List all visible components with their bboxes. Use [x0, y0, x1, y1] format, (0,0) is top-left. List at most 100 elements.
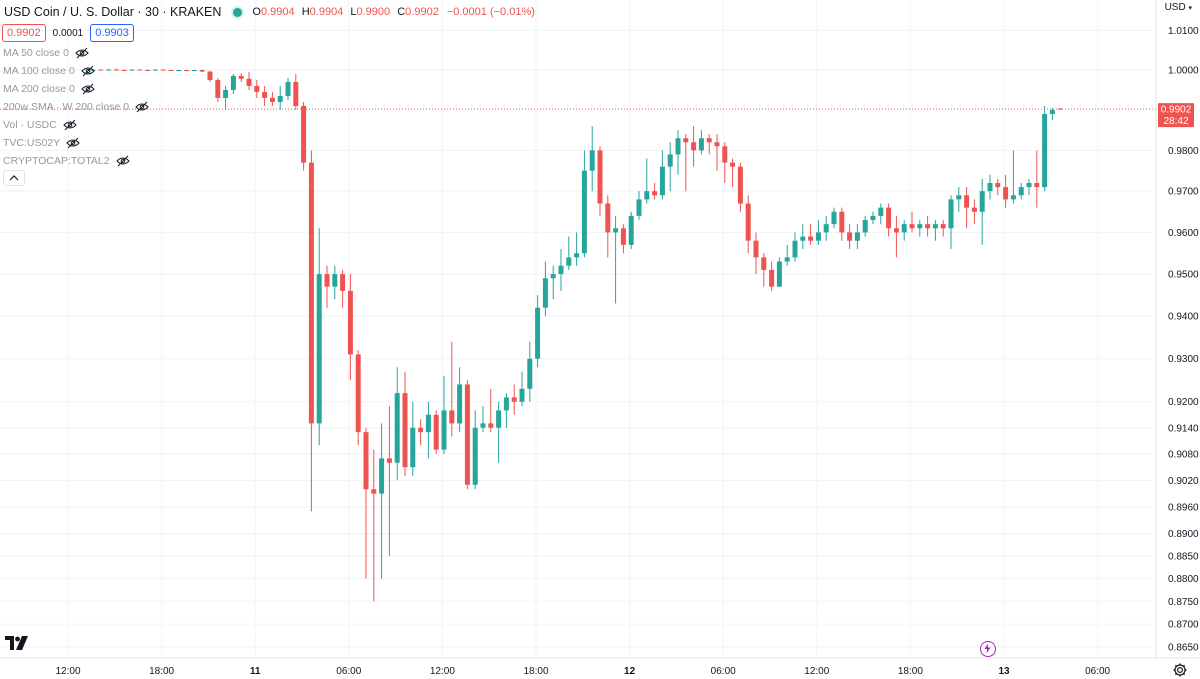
hidden-eye-icon[interactable] — [81, 83, 95, 95]
candle-body — [714, 142, 720, 147]
candle — [823, 215, 829, 241]
candle — [652, 182, 658, 200]
hidden-eye-icon[interactable] — [135, 101, 149, 113]
candle-body — [106, 69, 112, 71]
candle — [301, 101, 307, 171]
price-tick-label: 0.8750 — [1168, 597, 1199, 608]
candle-body — [925, 224, 931, 229]
candle-body — [737, 166, 743, 204]
candle — [776, 257, 782, 287]
candle-body — [1018, 187, 1024, 196]
candle-body — [870, 215, 876, 221]
candle — [121, 69, 127, 71]
candle-body — [254, 85, 260, 92]
price-tick-label: 0.9300 — [1168, 354, 1199, 365]
candle-body — [1010, 195, 1016, 200]
candle-body — [355, 354, 361, 433]
candle-body — [940, 224, 946, 229]
price-tick-label: 0.8650 — [1168, 643, 1199, 654]
candle — [878, 203, 884, 225]
candle — [847, 224, 853, 250]
candle — [254, 79, 260, 98]
candle — [1057, 108, 1063, 110]
candle — [683, 134, 689, 192]
indicator-ma50[interactable]: MA 50 close 0 — [3, 44, 149, 62]
price-tick-label: 0.9800 — [1168, 146, 1199, 157]
candle — [932, 220, 938, 241]
candle — [285, 77, 291, 100]
candle-body — [675, 138, 681, 155]
candle-body — [581, 170, 587, 254]
lightning-icon[interactable] — [980, 641, 996, 657]
time-tick-label: 06:00 — [1085, 666, 1110, 677]
hidden-eye-icon[interactable] — [81, 65, 95, 77]
candle — [223, 85, 229, 110]
candle-body — [519, 388, 525, 402]
indicator-volume[interactable]: Vol · USDC — [3, 116, 149, 134]
price-tick-label: 0.9600 — [1168, 228, 1199, 239]
candle — [191, 69, 197, 72]
candle — [589, 126, 595, 192]
time-axis[interactable]: 12:00 18:00 11 06:00 12:00 18:00 12 06:00 12:00 1… — [0, 657, 1200, 677]
candle-body — [948, 199, 954, 229]
candle — [472, 410, 478, 490]
candle-body — [324, 274, 330, 287]
candle — [496, 401, 502, 463]
candle-body — [628, 215, 634, 245]
currency-selector[interactable]: USD ▾ — [1164, 2, 1192, 13]
candle-body — [246, 78, 252, 86]
collapse-legend-button[interactable] — [3, 170, 25, 186]
hidden-eye-icon[interactable] — [75, 47, 89, 59]
candle — [917, 220, 923, 237]
candle-body — [394, 393, 400, 463]
hidden-eye-icon[interactable] — [115, 155, 130, 167]
candle — [293, 73, 299, 110]
candle-body — [956, 195, 962, 200]
candle — [246, 71, 252, 90]
time-tick-label: 12 — [624, 666, 636, 677]
candle-body — [425, 414, 431, 433]
candle — [269, 91, 275, 106]
hidden-eye-icon[interactable] — [62, 119, 77, 131]
candle-body — [730, 162, 736, 167]
settings-gear-icon[interactable] — [1172, 662, 1188, 678]
candle — [168, 69, 174, 71]
market-status-icon[interactable] — [233, 7, 243, 17]
candle — [745, 195, 751, 254]
candle-body — [753, 240, 759, 258]
indicator-ma100[interactable]: MA 100 close 0 — [3, 62, 149, 80]
candle-body — [706, 138, 712, 143]
candle — [792, 232, 798, 262]
candle-body — [480, 423, 486, 428]
candle — [971, 199, 977, 225]
candle — [769, 261, 775, 291]
price-tick-label: 0.9140 — [1168, 423, 1199, 434]
candle-body — [917, 224, 923, 229]
candle-body — [418, 427, 424, 433]
candle-body — [371, 489, 377, 494]
candle — [886, 203, 892, 237]
buy-button[interactable]: 0.9903 — [90, 24, 134, 42]
last-price-label: 0.9902 28:42 — [1158, 103, 1194, 128]
price-tick-label: 1.0100 — [1168, 26, 1199, 37]
price-axis[interactable]: 1.0100 1.0000 0.9800 0.9700 0.9600 0.9500 0.94… — [1155, 0, 1199, 658]
candle-body — [503, 397, 509, 411]
indicator-200w-sma[interactable]: 200w SMA · W 200 close 0 — [3, 98, 149, 116]
indicator-ma200[interactable]: MA 200 close 0 — [3, 80, 149, 98]
candle — [815, 220, 821, 245]
candle-body — [683, 138, 689, 143]
sell-button[interactable]: 0.9902 — [2, 24, 46, 42]
symbol-title[interactable]: USD Coin / U. S. Dollar · 30 · KRAKEN — [4, 5, 222, 19]
hidden-eye-icon[interactable] — [66, 137, 80, 149]
candle — [636, 191, 642, 221]
candle — [535, 295, 541, 368]
indicator-total2[interactable]: CRYPTOCAP:TOTAL2 — [3, 152, 149, 170]
candle-body — [909, 224, 915, 229]
candle — [644, 158, 650, 204]
tradingview-logo-icon[interactable] — [5, 636, 29, 650]
candle — [480, 406, 486, 433]
candle — [433, 410, 439, 454]
indicator-us02y[interactable]: TVC:US02Y — [3, 134, 149, 152]
candle — [1010, 150, 1016, 204]
